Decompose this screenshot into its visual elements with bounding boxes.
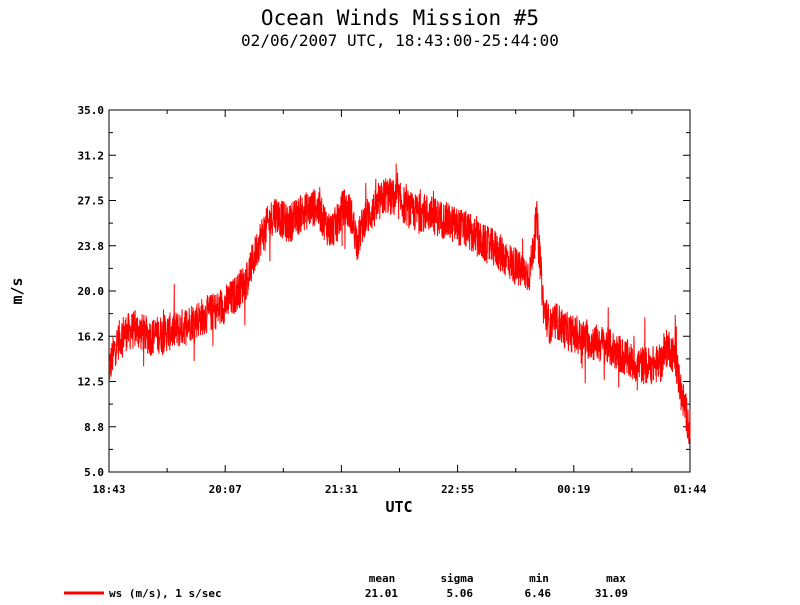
series-point [605, 344, 607, 347]
series-point [453, 223, 455, 226]
series-point [315, 205, 317, 208]
series-point [342, 205, 345, 208]
series-point [135, 328, 138, 331]
stat-value-sigma: 5.06 [447, 587, 474, 600]
series-point [549, 326, 552, 329]
legend-label: ws (m/s), 1 s/sec [109, 587, 222, 600]
y-axis-label: m/s [8, 277, 26, 304]
x-tick-label: 21:31 [325, 483, 358, 496]
y-tick-label: 31.2 [78, 149, 105, 162]
series-point [108, 368, 110, 371]
series-point [356, 241, 359, 244]
stat-value-max: 31.09 [595, 587, 628, 600]
series-point [689, 428, 691, 431]
series-point [370, 211, 373, 214]
stat-header-sigma: sigma [440, 572, 473, 585]
series-point [191, 320, 193, 322]
series-point [260, 235, 262, 238]
x-tick-label: 22:55 [441, 483, 474, 496]
series-point [411, 211, 414, 214]
series-point [122, 332, 124, 335]
series-point [494, 247, 497, 250]
series-point [232, 296, 234, 298]
series-layer [108, 163, 691, 444]
series-point [246, 278, 248, 280]
series-point [287, 223, 290, 226]
stat-header-min: min [529, 572, 549, 585]
series-point [542, 308, 545, 310]
legend: ws (m/s), 1 s/sec mean sigma min max 21.… [64, 572, 628, 600]
chart-subtitle: 02/06/2007 UTC, 18:43:00-25:44:00 [241, 31, 559, 50]
series-point [591, 340, 593, 343]
y-tick-label: 27.5 [78, 195, 105, 208]
stat-header-max: max [606, 572, 626, 585]
x-axis-ticks: 18:43 20:07 21:31 22:55 00:19 01:44 [92, 110, 707, 496]
x-tick-label: 18:43 [92, 483, 125, 496]
x-tick-label: 20:07 [209, 483, 242, 496]
series-point [273, 211, 276, 214]
series-point [667, 344, 669, 347]
stat-value-mean: 21.01 [365, 587, 398, 600]
series-point [536, 217, 538, 220]
series-point [467, 229, 469, 232]
y-axis-ticks: 35.0 31.2 27.5 23.8 20.0 16.2 12.5 8.8 5.0 [78, 104, 690, 479]
y-tick-label: 23.8 [78, 240, 105, 253]
y-tick-label: 35.0 [78, 104, 105, 117]
series-point [149, 336, 152, 338]
series-point [522, 272, 524, 274]
series-point [508, 260, 511, 262]
series-point [660, 362, 662, 365]
series-point [398, 199, 400, 202]
series-point [577, 336, 580, 338]
chart-title: Ocean Winds Mission #5 [261, 6, 539, 30]
y-tick-label: 12.5 [78, 376, 105, 389]
series-point [363, 217, 366, 220]
series-point [480, 241, 483, 244]
series-point [439, 217, 442, 220]
series-point [218, 308, 221, 310]
plot-area: 35.0 31.2 27.5 23.8 20.0 16.2 12.5 8.8 5.0 18:43… [78, 104, 707, 496]
series-point [632, 362, 635, 365]
series-point [335, 223, 338, 226]
series-point [177, 328, 179, 331]
series-point [646, 365, 649, 367]
series-point [163, 332, 165, 335]
series-point [680, 392, 683, 395]
series-point [425, 211, 428, 214]
series-point [322, 217, 324, 220]
y-tick-label: 5.0 [84, 466, 104, 479]
series-point [377, 205, 379, 208]
series-point [384, 193, 386, 196]
series-point [618, 352, 621, 355]
x-axis-label: UTC [385, 498, 412, 516]
series-point [204, 314, 207, 316]
x-tick-label: 01:44 [673, 483, 706, 496]
plot-frame [108, 109, 691, 473]
series-point [301, 211, 304, 214]
y-tick-label: 16.2 [78, 330, 105, 343]
stat-value-min: 6.46 [525, 587, 552, 600]
series-point [529, 272, 531, 274]
stat-header-mean: mean [369, 572, 396, 585]
x-tick-label: 00:19 [557, 483, 590, 496]
series-point [674, 356, 676, 359]
series-point [563, 328, 566, 331]
series-point [329, 229, 331, 232]
y-tick-label: 8.8 [84, 421, 104, 434]
series-point [115, 344, 117, 347]
series-point [349, 211, 352, 214]
series-point [556, 320, 559, 322]
series-line-trace [108, 163, 691, 444]
y-tick-label: 20.0 [78, 285, 105, 298]
